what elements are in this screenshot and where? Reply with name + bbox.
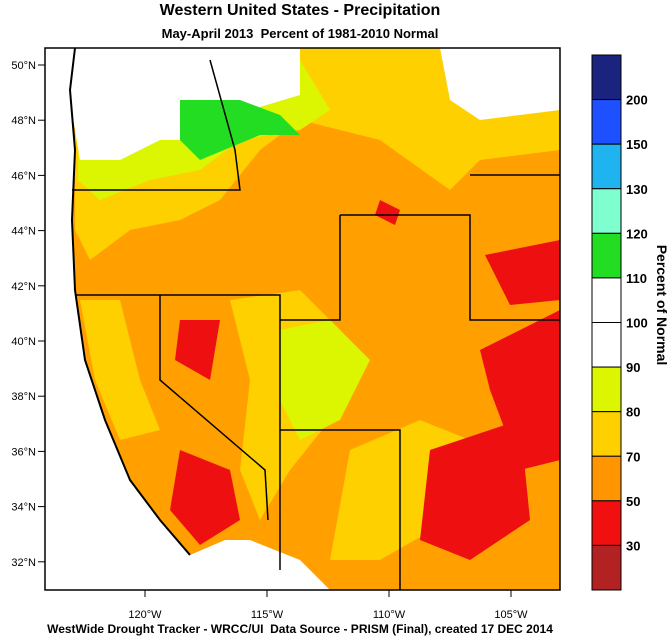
subtitle: May-April 2013 Percent of 1981-2010 Norm… (162, 26, 439, 41)
colorbar-label: 90 (626, 360, 640, 375)
colorbar: 200 150 130 120 110 100 90 80 70 50 30 (591, 54, 648, 591)
colorbar-label: 120 (626, 226, 648, 241)
colorbar-box (591, 54, 622, 101)
colorbar-label: 100 (626, 316, 648, 331)
footer: WestWide Drought Tracker - WRCC/UI Data … (47, 622, 553, 636)
lat-label: 48°N (11, 115, 36, 127)
colorbar-label: 130 (626, 182, 648, 197)
colorbar-box (591, 366, 622, 413)
colorbar-label: 70 (626, 449, 640, 464)
colorbar-box (591, 455, 622, 502)
colorbar-label: 80 (626, 405, 640, 420)
colorbar-box (591, 277, 622, 323)
colorbar-box (591, 500, 622, 546)
colorbar-label: 50 (626, 494, 640, 509)
map (44, 47, 561, 591)
axis-ticks: 50°N 48°N 46°N 44°N 42°N 40°N 38°N 36°N 34°N 32°N… (11, 60, 528, 621)
colorbar-label: 150 (626, 137, 648, 152)
colorbar-label: 110 (626, 271, 647, 286)
lat-label: 40°N (11, 336, 36, 348)
lon-label: 115°W (251, 609, 284, 621)
lon-label: 110°W (373, 609, 406, 621)
colorbar-label: 200 (626, 93, 648, 108)
colorbar-title: Percent of Normal (654, 245, 670, 366)
lat-label: 32°N (11, 557, 36, 569)
lat-label: 44°N (11, 226, 36, 238)
colorbar-box (591, 143, 622, 190)
lon-label: 105°W (494, 609, 528, 621)
colorbar-box (591, 411, 622, 457)
lon-label: 120°W (128, 609, 162, 621)
title: Western United States - Precipitation (160, 2, 441, 19)
colorbar-box (591, 99, 622, 145)
lat-label: 46°N (11, 170, 36, 182)
colorbar-label: 30 (626, 538, 640, 553)
lat-label: 36°N (11, 446, 36, 458)
lat-label: 34°N (11, 502, 36, 514)
lat-label: 42°N (11, 281, 36, 293)
colorbar-box (591, 232, 622, 279)
colorbar-box (591, 188, 622, 234)
colorbar-box (591, 322, 622, 368)
lat-label: 38°N (11, 391, 36, 403)
lat-label: 50°N (11, 60, 36, 72)
colorbar-box (591, 544, 622, 591)
